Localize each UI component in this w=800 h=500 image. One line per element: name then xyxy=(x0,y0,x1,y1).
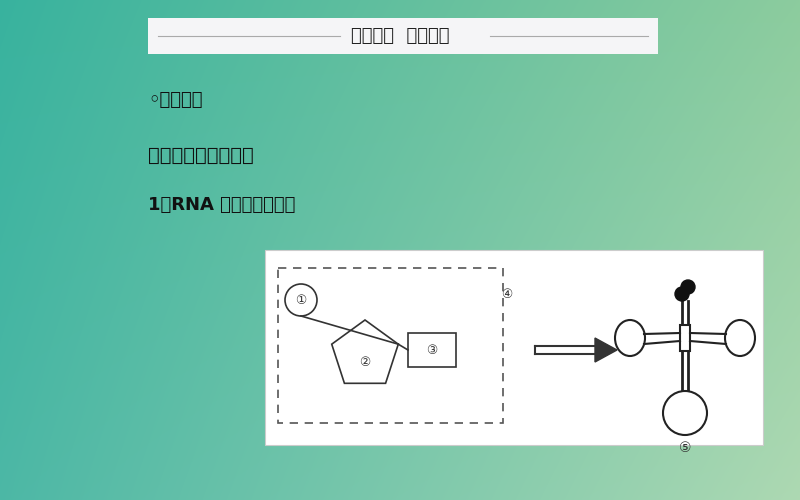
Polygon shape xyxy=(332,320,398,384)
Text: ④: ④ xyxy=(502,288,513,302)
Bar xyxy=(278,268,503,423)
Text: 1．RNA 的结构和种类。: 1．RNA 的结构和种类。 xyxy=(148,196,295,214)
Circle shape xyxy=(285,284,317,316)
Text: ②: ② xyxy=(359,356,370,370)
Polygon shape xyxy=(595,338,617,362)
Text: ①: ① xyxy=(295,294,306,306)
Circle shape xyxy=(663,391,707,435)
Circle shape xyxy=(681,280,695,294)
Text: ◦知识梳理: ◦知识梳理 xyxy=(148,91,202,109)
Bar xyxy=(265,250,763,445)
Bar xyxy=(148,18,658,54)
Circle shape xyxy=(675,287,689,301)
Text: 预习导学  思维启动: 预习导学 思维启动 xyxy=(350,27,450,45)
Text: ③: ③ xyxy=(426,344,438,356)
Text: ⑤: ⑤ xyxy=(678,441,691,455)
Text: 一、遗传信息的转录: 一、遗传信息的转录 xyxy=(148,146,254,165)
Bar xyxy=(408,333,456,367)
Bar xyxy=(680,325,690,351)
